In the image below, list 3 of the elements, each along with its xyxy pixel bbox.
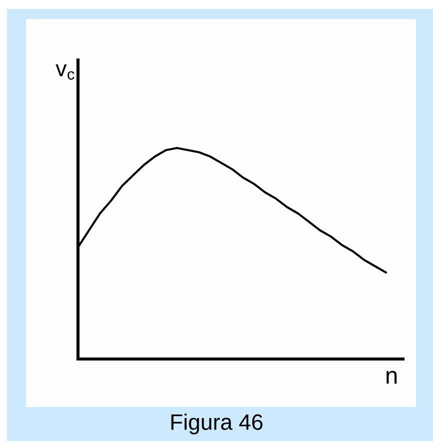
y-axis-title: v$_{c}$	[56, 64, 74, 80]
text: Figura 46	[171, 414, 262, 434]
x-axis-title: n	[386, 370, 397, 384]
